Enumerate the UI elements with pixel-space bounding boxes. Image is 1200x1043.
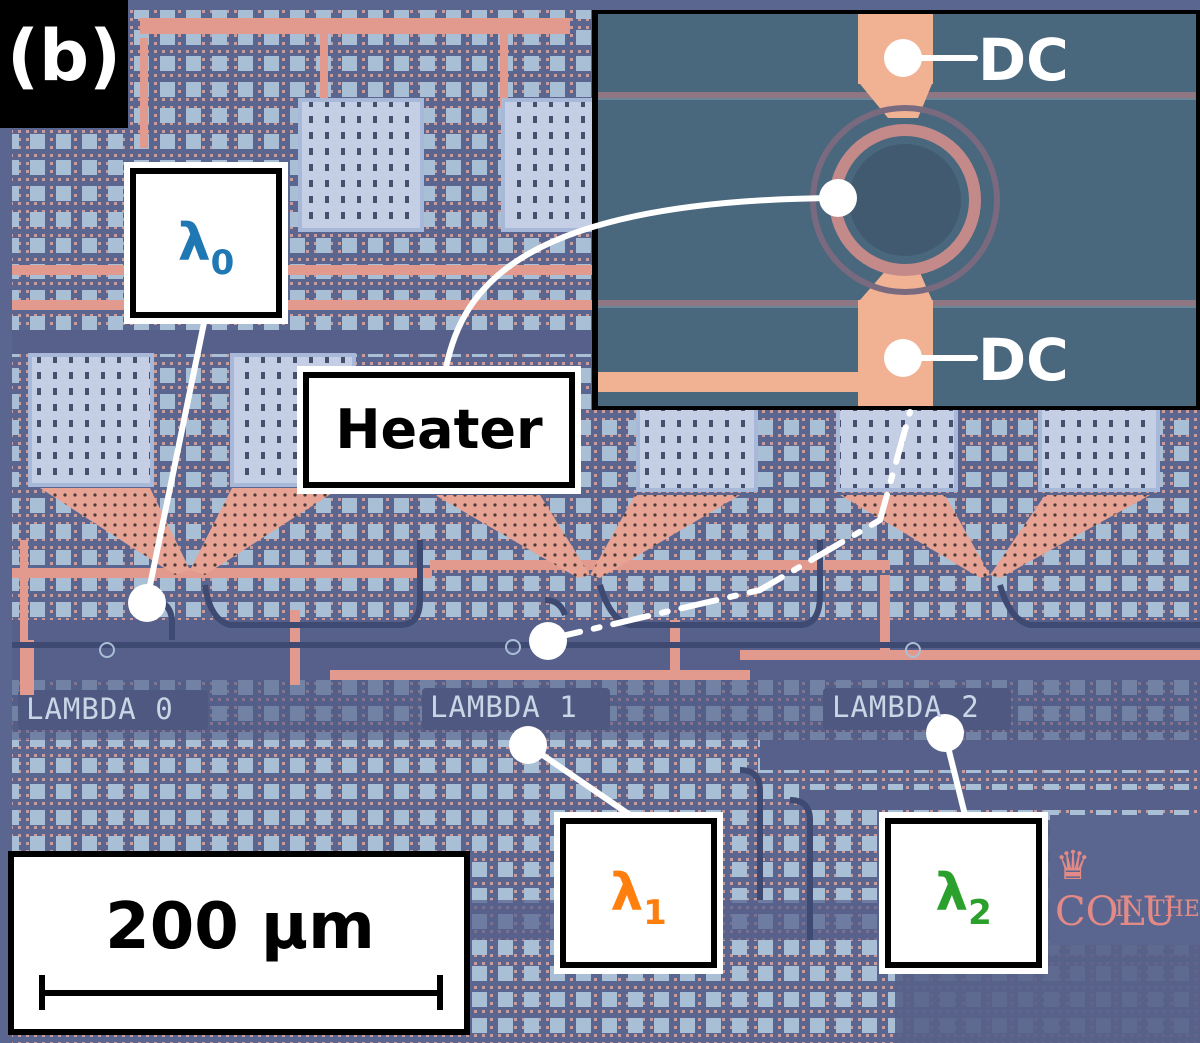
university-logo-subtext: IN THE [1115, 897, 1200, 922]
scale-bar-label: 200 μm [105, 890, 375, 964]
inset-label-dc-bottom: DC [978, 326, 1069, 394]
scale-bar-box [8, 851, 470, 1035]
callout-lambda-1: λ1 [560, 818, 717, 968]
chip-label-lambda-1: LAMBDA 1 [430, 690, 578, 724]
chip-label-lambda-0: LAMBDA 0 [26, 692, 174, 726]
university-logo: ♛ COLU [1055, 843, 1177, 935]
callout-lambda-2-symbol: λ [935, 863, 969, 923]
callout-lambda-2: λ2 [885, 818, 1042, 968]
callout-heater: Heater [303, 372, 575, 488]
callout-lambda-0-subscript: 0 [210, 243, 235, 283]
callout-lambda-1-symbol: λ [610, 863, 644, 923]
callout-lambda-0-symbol: λ [177, 213, 211, 273]
chip-label-lambda-2: LAMBDA 2 [832, 690, 980, 724]
callout-lambda-2-subscript: 2 [968, 893, 992, 933]
callout-lambda-1-subscript: 1 [643, 893, 667, 933]
callout-lambda-0: λ0 [130, 168, 282, 318]
panel-label: (b) [0, 0, 128, 128]
inset-label-dc-top: DC [978, 26, 1069, 94]
